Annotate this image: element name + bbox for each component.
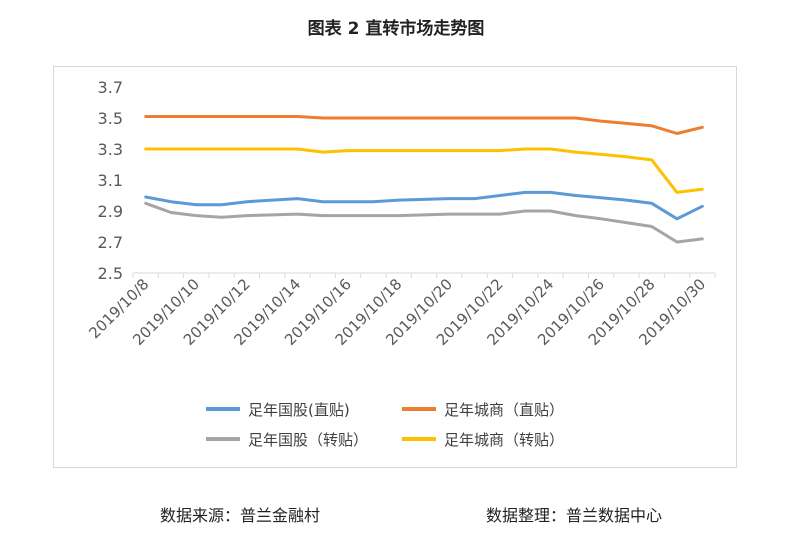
legend-swatch-series-3 [402,437,436,441]
chart-title: 图表 2 直转市场走势图 [307,19,485,39]
series-line-2 [144,201,704,244]
legend-swatch-series-2 [206,437,240,441]
line-chart: 3.73.53.33.12.92.72.52019/10/82019/10/10… [85,78,716,349]
y-tick-label-3: 3.1 [98,171,123,190]
y-tick-label-2: 3.3 [98,140,123,159]
series-line-0 [144,190,704,221]
legend-swatch-series-0 [206,407,240,411]
series-line-1 [144,115,704,135]
footer-source: 数据来源：普兰金融村 [160,506,321,525]
y-tick-label-6: 2.5 [98,264,123,283]
footer-arranged: 数据整理：普兰数据中心 [486,506,663,525]
y-tick-label-0: 3.7 [98,78,123,97]
legend-item-series-3: 足年城商（转贴） [402,429,564,449]
legend-swatch-series-1 [402,407,436,411]
legend-label-series-2: 足年国股（转贴） [248,430,369,449]
y-tick-label-5: 2.7 [98,233,123,252]
series-line-3 [144,147,704,194]
chart-frame: 3.7 3.5 3.3 3.1 2.9 2.7 2.5 2019/10/8 2019/10/10… [53,66,737,468]
legend-label-series-3: 足年城商（转贴） [444,430,565,449]
y-tick-label-4: 2.9 [98,202,123,221]
legend-item-series-2: 足年国股（转贴） [206,429,368,449]
legend-item-series-1: 足年城商（直贴） [402,399,564,419]
legend-item-series-0: 足年国股(直贴) [206,399,350,419]
legend-label-series-1: 足年城商（直贴） [444,400,565,419]
y-tick-label-1: 3.5 [98,109,123,128]
legend-label-series-0: 足年国股(直贴) [248,400,350,419]
